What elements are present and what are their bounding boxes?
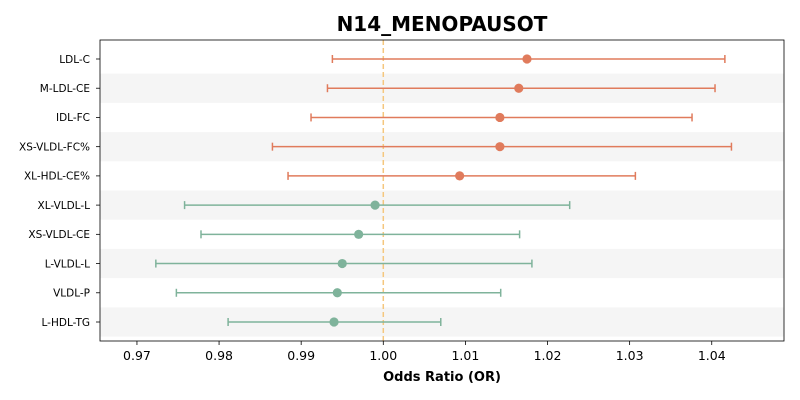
- y-tick-label: XL-VLDL-L: [38, 200, 91, 212]
- point-estimate: [332, 288, 342, 298]
- y-tick-label: VLDL-P: [53, 288, 90, 300]
- point-estimate: [495, 142, 505, 152]
- point-estimate: [337, 258, 347, 269]
- point-estimate: [370, 200, 380, 210]
- x-tick-label: 1.00: [369, 348, 397, 363]
- point-estimate: [522, 54, 532, 64]
- x-tick-label: 1.02: [534, 348, 562, 363]
- row-band: [100, 307, 784, 337]
- x-tick-label: 0.99: [287, 348, 315, 363]
- y-tick-label: L-HDL-TG: [42, 317, 90, 329]
- x-tick-label: 0.98: [205, 348, 233, 363]
- y-axis: LDL-C M-LDL-CE IDL-FC XS-VLDL-FC% XL-HDL-CE%…: [19, 54, 100, 329]
- point-estimate: [455, 171, 465, 181]
- chart-title: N14_MENOPAUSOT: [337, 12, 548, 36]
- x-axis: 0.97 0.98 0.99 1.00 1.01 1.02 1.03 1.04: [123, 341, 726, 363]
- data-marks: [155, 54, 733, 327]
- y-tick-label: XS-VLDL-CE: [28, 229, 90, 241]
- y-tick-label: LDL-C: [59, 54, 90, 66]
- point-estimate: [514, 83, 524, 93]
- y-tick-label: XL-HDL-CE%: [24, 171, 90, 183]
- point-estimate: [354, 229, 364, 239]
- x-tick-label: 1.03: [616, 348, 644, 363]
- y-tick-label: IDL-FC: [56, 112, 90, 124]
- y-tick-label: L-VLDL-L: [45, 258, 90, 270]
- point-estimate: [495, 112, 505, 123]
- y-tick-label: XS-VLDL-FC%: [19, 141, 90, 153]
- plot-frame: [99, 39, 785, 342]
- point-estimate: [329, 317, 339, 327]
- x-axis-label: Odds Ratio (OR): [383, 370, 501, 385]
- x-tick-label: 1.01: [451, 348, 479, 363]
- x-tick-label: 1.04: [698, 348, 726, 363]
- x-tick-label: 0.97: [123, 348, 151, 363]
- y-tick-label: M-LDL-CE: [40, 83, 90, 95]
